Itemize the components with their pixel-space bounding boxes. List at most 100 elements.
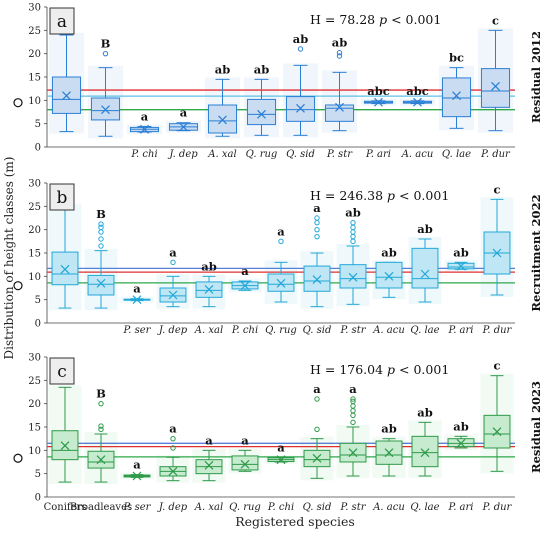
significance-letter: a	[169, 422, 177, 436]
mean-marker	[101, 105, 110, 115]
significance-letter: ab	[215, 62, 231, 76]
y-tick-label: 25	[28, 202, 41, 213]
panel-letter: c	[57, 362, 67, 382]
panel-letter-box	[49, 357, 75, 385]
mean-marker	[62, 91, 71, 101]
mean-marker	[456, 261, 466, 271]
significance-letter: B	[101, 37, 111, 51]
box-12: c	[480, 13, 511, 132]
mean-marker	[335, 102, 344, 112]
mean-marker	[276, 455, 286, 465]
box-6: ab	[246, 62, 277, 136]
y-tick-label: 30	[28, 3, 41, 14]
panel-letter: a	[57, 12, 67, 32]
mean-marker	[257, 109, 266, 119]
significance-letter: B	[96, 387, 106, 401]
mean-marker	[276, 278, 286, 288]
box-iqr	[480, 68, 511, 108]
mean-marker	[420, 448, 430, 458]
category-label: P. dur	[482, 325, 513, 336]
y-tick-label: 25	[28, 376, 41, 387]
category-label: Q. lae	[442, 149, 471, 160]
box-1: A	[51, 18, 82, 133]
mean-marker	[312, 275, 322, 285]
category-label: Q. sid	[303, 325, 332, 336]
mean-marker	[374, 97, 383, 107]
category-label: P. str	[326, 149, 353, 160]
significance-letter: ab	[332, 36, 348, 50]
outlier-point	[170, 435, 176, 442]
y-tick-label: 15	[28, 423, 41, 434]
y-tick-label: 15	[28, 249, 41, 260]
axis-marker	[13, 453, 23, 463]
box-11: ab	[411, 405, 439, 477]
outlier-point	[350, 398, 356, 405]
significance-letter: a	[313, 382, 321, 396]
box-2: B	[87, 207, 115, 309]
mean-marker	[296, 103, 305, 113]
y-tick-label: 30	[28, 179, 41, 190]
panel-side-label: Residual 2012	[529, 31, 543, 123]
mean-marker	[384, 448, 394, 458]
significance-letter: ab	[381, 422, 397, 436]
outlier-point	[314, 233, 320, 240]
y-tick-label: 20	[28, 399, 41, 410]
box-11: ab	[411, 222, 439, 303]
box-iqr	[411, 247, 439, 289]
category-label: Q. sid	[303, 502, 332, 513]
outlier-point	[350, 396, 356, 402]
category-label: Q. lae	[410, 502, 439, 513]
axis-marker	[13, 98, 23, 108]
category-label: P. ser	[123, 325, 152, 336]
box-5: a	[195, 433, 223, 482]
panel-side-label: Residual 2023	[529, 381, 543, 473]
box-iqr	[303, 265, 331, 292]
box-iqr	[324, 104, 355, 122]
box-7: a	[267, 224, 295, 303]
box-iqr	[441, 77, 472, 118]
category-label: P. ari	[365, 149, 391, 160]
category-label: A. acu	[372, 325, 405, 336]
outlier-point	[102, 50, 109, 57]
outlier-point	[350, 412, 356, 419]
outlier-point	[170, 259, 176, 266]
outlier-point	[350, 233, 356, 240]
mean-marker	[96, 278, 106, 288]
mean-marker	[491, 81, 500, 91]
significance-letter: c	[493, 182, 500, 196]
mean-marker	[60, 264, 70, 274]
box-9: abc	[363, 84, 394, 107]
y-tick-label: 5	[35, 295, 41, 306]
box-12: ab	[447, 245, 475, 271]
significance-letter: ab	[381, 245, 397, 259]
significance-letter: c	[492, 13, 499, 27]
outlier-point	[350, 407, 356, 414]
box-iqr	[375, 261, 403, 289]
category-label: P. chi	[231, 325, 258, 336]
outlier-point	[98, 229, 104, 235]
outlier-point	[278, 238, 284, 245]
category-label: A. acu	[372, 502, 405, 513]
category-label: Q. rug	[265, 325, 297, 336]
box-6: a	[231, 264, 259, 291]
panel-letter-box	[49, 183, 75, 211]
box-iqr	[246, 98, 277, 126]
category-label: P. ser	[123, 502, 152, 513]
test-statistic: H = 78.28 p < 0.001	[310, 12, 441, 27]
category-label: P. chi	[267, 502, 294, 513]
box-4: a	[159, 245, 187, 308]
category-label: A. xal	[207, 149, 236, 160]
y-tick-label: 10	[28, 272, 41, 283]
box-13: c	[483, 182, 511, 296]
box-10: abc	[402, 84, 433, 107]
significance-letter: ab	[345, 206, 361, 220]
box-11: bc	[441, 51, 472, 129]
mean-marker	[384, 271, 394, 281]
significance-letter: a	[241, 433, 249, 447]
box-3: a	[123, 458, 151, 481]
category-label: Q. sid	[286, 149, 315, 160]
box-9: a	[339, 382, 367, 477]
outlier-point	[98, 243, 104, 249]
category-label: Broadleaves	[70, 502, 132, 513]
panel-a: 0 5 10 15 20 25 30 A Ba a ab ab ab ab abc abc bc c P. chi J…	[13, 3, 543, 160]
